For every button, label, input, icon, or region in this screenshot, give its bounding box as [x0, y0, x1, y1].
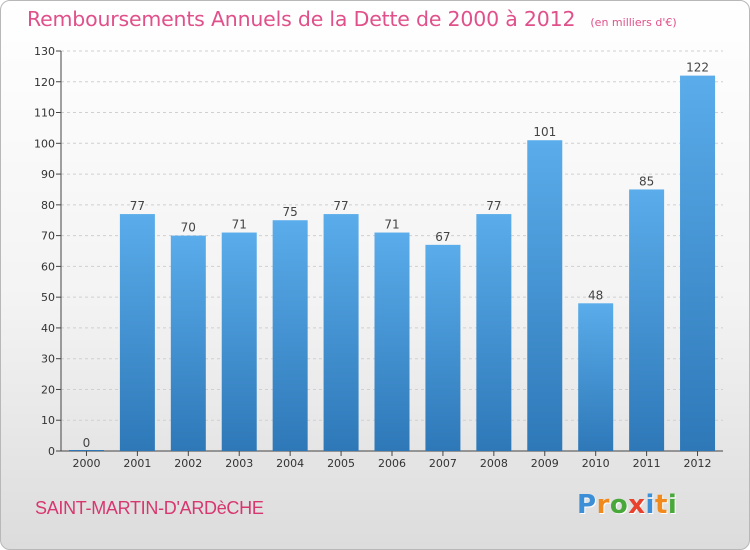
y-tick-label: 100: [34, 137, 55, 150]
y-tick-label: 130: [34, 45, 55, 58]
logo-letter: i: [645, 490, 655, 520]
x-tick-label: 2009: [531, 457, 559, 470]
y-tick-label: 120: [34, 76, 55, 89]
x-tick-label: 2007: [429, 457, 457, 470]
x-tick-label: 2002: [174, 457, 202, 470]
bar-2006: [374, 232, 410, 451]
data-label-2004: 75: [283, 205, 298, 219]
data-label-2011: 85: [639, 174, 654, 188]
x-tick-label: 2001: [123, 457, 151, 470]
x-tick-label: 2003: [225, 457, 253, 470]
data-label-2001: 77: [130, 199, 145, 213]
x-tick-label: 2000: [72, 457, 100, 470]
bar-2012: [680, 75, 716, 451]
bar-2010: [578, 303, 614, 451]
x-tick-label: 2006: [378, 457, 406, 470]
bar-2005: [323, 214, 359, 451]
commune-name: SAINT-MARTIN-D'ARDèCHE: [35, 498, 264, 518]
chart-title: Remboursements Annuels de la Dette de 20…: [27, 7, 576, 31]
y-tick-label: 80: [41, 199, 55, 212]
logo-letter: o: [609, 490, 629, 520]
bar-2004: [272, 220, 308, 451]
y-tick-label: 30: [41, 353, 55, 366]
bar-2008: [476, 214, 512, 451]
logo-letter: i: [667, 490, 678, 520]
logo-letter: P: [577, 490, 597, 520]
y-tick-label: 10: [41, 414, 55, 427]
logo-letter: r: [596, 490, 610, 520]
y-tick-label: 20: [41, 383, 55, 396]
logo-letter: x: [628, 490, 646, 520]
data-label-2000: 0: [83, 436, 91, 450]
y-tick-label: 90: [41, 168, 55, 181]
data-label-2007: 67: [435, 230, 450, 244]
y-tick-label: 70: [41, 230, 55, 243]
x-tick-label: 2012: [684, 457, 712, 470]
data-label-2012: 122: [686, 61, 709, 75]
data-label-2008: 77: [486, 199, 501, 213]
data-label-2003: 71: [232, 218, 247, 232]
chart-subtitle: (en milliers d'€): [590, 16, 677, 29]
title-row: Remboursements Annuels de la Dette de 20…: [27, 7, 677, 31]
y-tick-label: 40: [41, 322, 55, 335]
y-tick-label: 50: [41, 291, 55, 304]
x-tick-label: 2005: [327, 457, 355, 470]
bars: [68, 75, 716, 451]
bar-2011: [629, 189, 665, 451]
data-labels: 0 77 70 71 75 77 71 67 77 101 48 85 122: [83, 61, 709, 450]
bar-2001: [119, 214, 155, 451]
data-label-2002: 70: [181, 221, 196, 235]
data-label-2005: 77: [333, 199, 348, 213]
data-label-2010: 48: [588, 288, 603, 302]
y-tick-label: 60: [41, 260, 55, 273]
x-tick-label: 2010: [582, 457, 610, 470]
proxiti-logo[interactable]: Proxiti: [577, 490, 677, 520]
data-label-2009: 101: [533, 125, 556, 139]
x-tick-label: 2011: [633, 457, 661, 470]
x-tick-label: 2004: [276, 457, 304, 470]
y-tick-label: 110: [34, 107, 55, 120]
bar-2000: [68, 450, 104, 451]
y-tick-label: 0: [48, 445, 55, 458]
logo-letter: t: [654, 490, 668, 520]
bar-2009: [527, 140, 563, 451]
bar-2007: [425, 244, 461, 451]
bar-2003: [221, 232, 257, 451]
x-tick-label: 2008: [480, 457, 508, 470]
bar-2002: [170, 235, 206, 451]
data-label-2006: 71: [384, 218, 399, 232]
